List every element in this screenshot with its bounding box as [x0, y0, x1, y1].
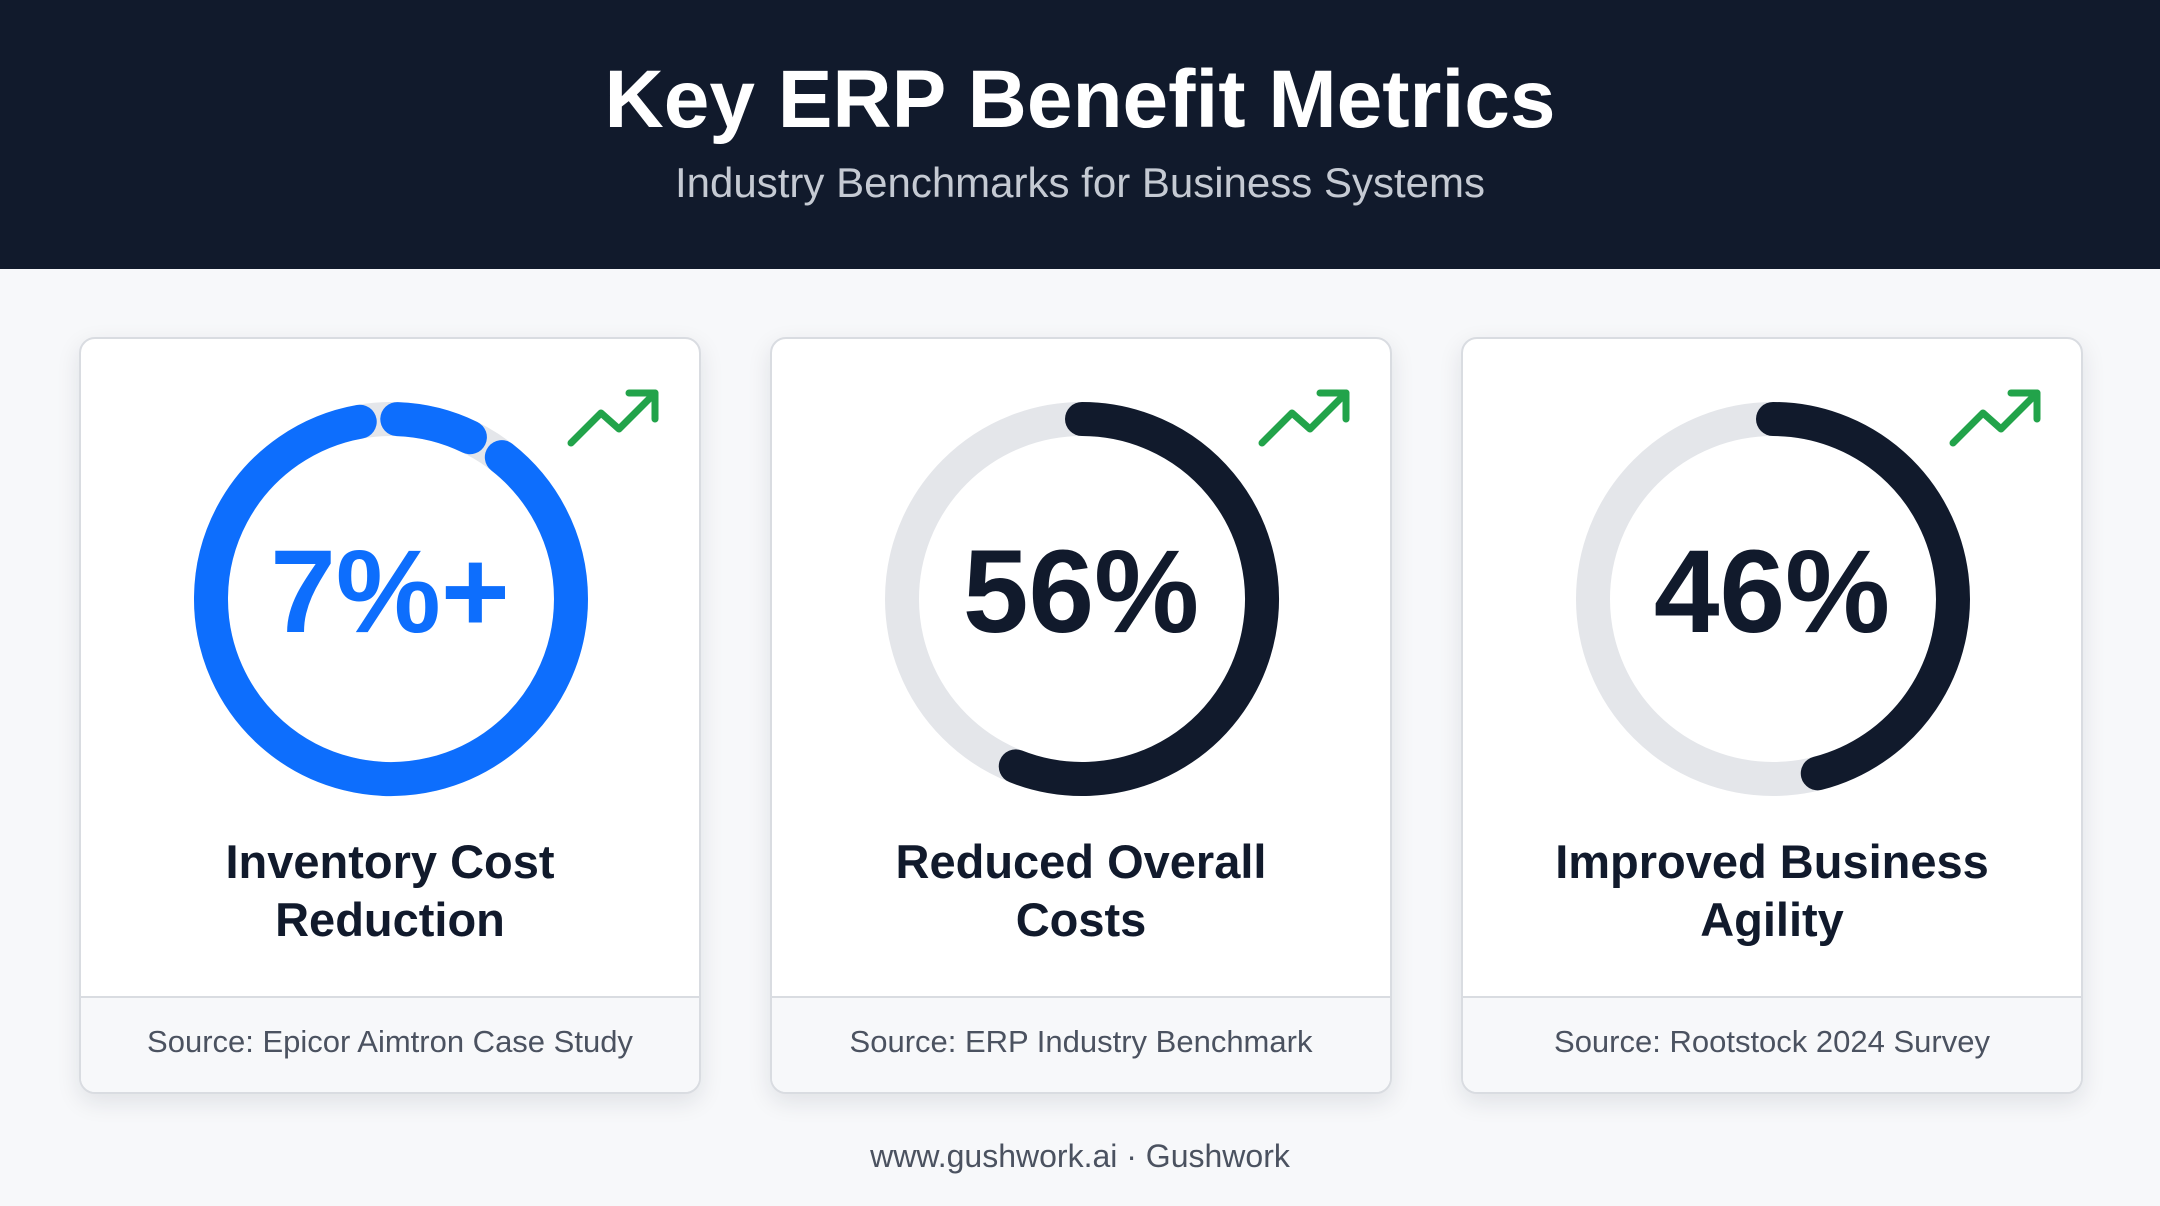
- card-footer: Source: ERP Industry Benchmark: [772, 996, 1390, 1092]
- ring-progress-segment-top: [380, 402, 487, 455]
- card-footer: Source: Epicor Aimtron Case Study: [81, 996, 699, 1092]
- page-title: Key ERP Benefit Metrics: [604, 54, 1556, 145]
- ring-progress-arc: [1756, 402, 1970, 791]
- trending-up-icon: [1258, 389, 1350, 447]
- metric-label-line2: Agility: [1700, 893, 1844, 946]
- metric-value: 46%: [1653, 526, 1891, 658]
- progress-ring: [885, 402, 1279, 796]
- metric-card-inventory-cost: 7%+ Inventory Cost Reduction Source: Epi…: [79, 337, 701, 1094]
- ring-progress-arc: [998, 402, 1279, 796]
- progress-ring: [1576, 402, 1970, 796]
- page-subtitle: Industry Benchmarks for Business Systems: [675, 159, 1485, 206]
- progress-ring: [194, 402, 588, 796]
- metric-label-line1: Reduced Overall: [895, 835, 1267, 888]
- metric-label-line1: Inventory Cost: [225, 835, 555, 888]
- source-text: Source: Rootstock 2024 Survey: [1554, 1024, 1990, 1059]
- metric-value: 56%: [962, 526, 1200, 658]
- source-text: Source: ERP Industry Benchmark: [849, 1024, 1313, 1059]
- metric-label-line2: Reduction: [275, 893, 505, 946]
- metric-label: Improved Business Agility: [1483, 833, 2061, 949]
- metric-label: Inventory Cost Reduction: [101, 833, 679, 949]
- metric-label-line2: Costs: [1015, 893, 1147, 946]
- trending-up-icon: [1949, 389, 2041, 447]
- metric-card-business-agility: 46% Improved Business Agility Source: Ro…: [1461, 337, 2083, 1094]
- metric-value: 7%+: [270, 526, 510, 658]
- metric-card-overall-costs: 56% Reduced Overall Costs Source: ERP In…: [770, 337, 1392, 1094]
- metric-label: Reduced Overall Costs: [792, 833, 1370, 949]
- metric-label-line1: Improved Business: [1555, 835, 1989, 888]
- card-footer: Source: Rootstock 2024 Survey: [1463, 996, 2081, 1092]
- header-banner: Key ERP Benefit Metrics Industry Benchma…: [0, 0, 2160, 269]
- site-footer: www.gushwork.ai · Gushwork: [870, 1138, 1290, 1174]
- ring-progress-arc: [194, 404, 588, 796]
- trending-up-icon: [567, 389, 659, 447]
- source-text: Source: Epicor Aimtron Case Study: [147, 1024, 633, 1059]
